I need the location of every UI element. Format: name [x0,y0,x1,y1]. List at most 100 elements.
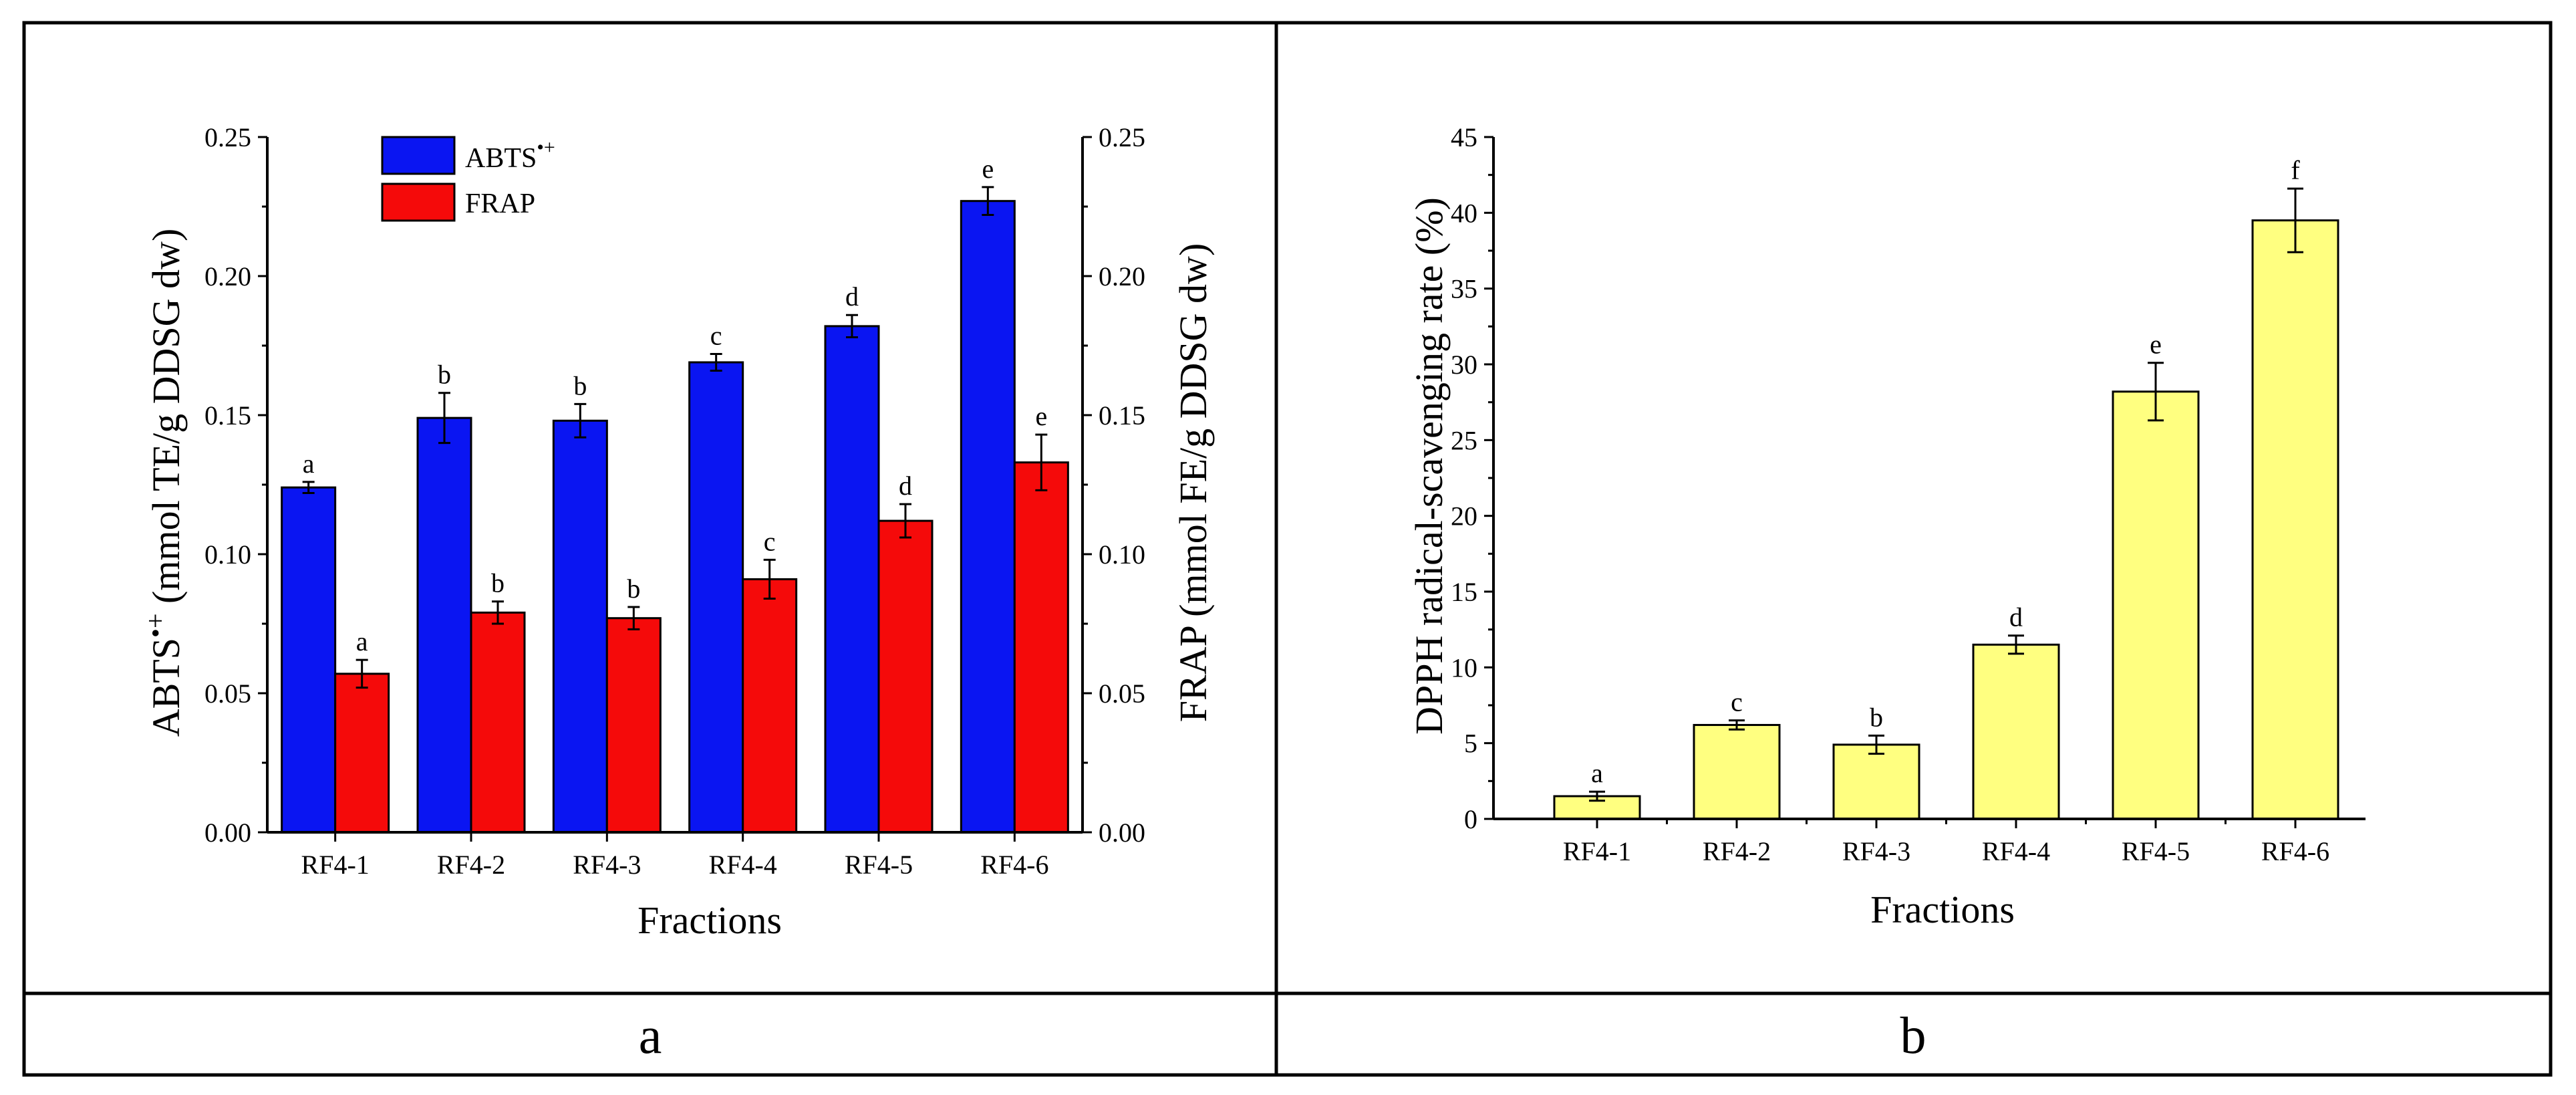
y-tick-label-right-a: 0.15 [1099,400,1145,431]
sig-letter-abts-rf4-1: a [303,449,315,479]
bar-abts-rf4-2 [416,416,472,834]
chart-a-y-right-title: FRAP (mmol FE/g DDSG dw) [1171,243,1215,723]
x-tick-label-b-rf4-4: RF4-4 [1982,836,2050,866]
error-bar-frap-rf4-4 [763,558,776,600]
sig-letter-frap-rf4-5: d [899,471,912,501]
sig-letter-dpph-rf4-4: d [2009,602,2023,632]
y-tick-label-b: 15 [1451,577,1477,607]
y-tick-label-left-a: 0.15 [204,400,251,431]
x-tick-label-a-rf4-1: RF4-1 [301,850,370,880]
bar-abts-rf4-5 [824,325,880,834]
sig-letter-dpph-rf4-6: f [2291,155,2300,185]
error-bar-dpph-rf4-5 [2148,362,2164,422]
bar-abts-rf4-1 [281,486,337,834]
x-tick-label-a-rf4-4: RF4-4 [709,850,777,880]
error-bar-frap-rf4-5 [899,503,911,539]
y-tick-label-b: 25 [1451,425,1477,455]
y-tick-label-b: 30 [1451,350,1477,380]
bar-dpph-rf4-3 [1832,743,1920,820]
y-tick-label-b: 35 [1451,274,1477,304]
error-bar-abts-rf4-1 [302,481,315,494]
y-tick-label-b: 40 [1451,198,1477,228]
y-tick-label-right-a: 0.20 [1099,261,1145,291]
error-bar-abts-rf4-4 [710,352,722,372]
legend-swatch-frap [381,182,456,222]
bar-frap-rf4-6 [1013,461,1069,834]
y-tick-label-left-a: 0.00 [204,818,251,848]
y-tick-label-left-a: 0.05 [204,679,251,709]
error-bar-frap-rf4-6 [1035,433,1048,491]
error-bar-dpph-rf4-1 [1589,790,1605,802]
bar-frap-rf4-4 [742,578,798,834]
y-tick-label-b: 20 [1451,501,1477,531]
error-bar-abts-rf4-2 [438,392,450,445]
sig-letter-abts-rf4-3: b [573,370,587,400]
x-tick-label-a-rf4-3: RF4-3 [573,850,641,880]
sig-letter-abts-rf4-5: d [845,281,859,312]
bar-dpph-rf4-2 [1693,723,1781,820]
y-tick-label-b: 0 [1464,804,1477,834]
error-bar-abts-rf4-6 [982,186,994,216]
chart-a-legend: ABTS•+ FRAP [381,136,555,222]
y-tick-label-right-a: 0.10 [1099,539,1145,570]
chart-a: a a b b b b c c d d e e RF4-1 RF4-2 RF4-3 RF4-4 RF4-5 RF… [140,122,1215,942]
sig-letter-frap-rf4-3: b [627,574,640,604]
bar-abts-rf4-3 [552,419,608,834]
x-tick-label-a-rf4-5: RF4-5 [845,850,913,880]
y-tick-label-left-a: 0.10 [204,539,251,570]
error-bar-dpph-rf4-4 [2008,634,2024,655]
sig-letter-frap-rf4-6: e [1035,401,1047,431]
bar-frap-rf4-1 [334,673,390,834]
error-bar-frap-rf4-2 [492,600,504,625]
x-tick-label-a-rf4-6: RF4-6 [980,850,1048,880]
chart-b-x-title: Fractions [1870,888,2015,931]
y-tick-label-right-a: 0.05 [1099,679,1145,709]
error-bar-dpph-rf4-2 [1729,719,1745,731]
sig-letter-abts-rf4-6: e [982,154,994,184]
chart-b: a c b d e f RF4-1 RF4-2 RF4-3 RF4-4 RF4-5 RF4-6 0 5 1… [1407,122,2366,931]
chart-a-y-left-title: ABTS•+ (mmol TE/g DDSG dw) [140,229,188,737]
y-tick-label-b: 45 [1451,122,1477,152]
bar-frap-rf4-3 [605,617,662,834]
y-tick-label-left-a: 0.25 [204,122,251,152]
sig-letter-dpph-rf4-1: a [1591,758,1603,788]
chart-b-y-title: DPPH radical-scavenging rate (%) [1407,197,1451,735]
error-bar-frap-rf4-1 [355,658,368,689]
legend-label-frap: FRAP [465,189,535,219]
y-tick-label-b: 10 [1451,652,1477,683]
x-tick-label-b-rf4-1: RF4-1 [1563,836,1631,866]
bar-dpph-rf4-4 [1972,643,2060,820]
sig-letter-frap-rf4-4: c [764,526,776,556]
bar-abts-rf4-6 [960,200,1016,834]
error-bar-dpph-rf4-3 [1868,734,1884,755]
sig-letter-dpph-rf4-2: c [1731,687,1743,717]
y-tick-label-right-a: 0.00 [1099,818,1145,848]
legend-label-abts: ABTS•+ [465,136,555,174]
sig-letter-dpph-rf4-5: e [2150,330,2162,360]
y-tick-label-right-a: 0.25 [1099,122,1145,152]
x-tick-label-b-rf4-6: RF4-6 [2261,836,2329,866]
y-tick-label-b: 5 [1464,729,1477,759]
error-bar-abts-rf4-5 [846,314,858,339]
error-bar-abts-rf4-3 [574,402,587,439]
bar-frap-rf4-5 [877,519,934,834]
legend-swatch-abts [381,136,456,175]
bar-abts-rf4-4 [688,361,744,834]
x-tick-label-a-rf4-2: RF4-2 [437,850,505,880]
sig-letter-frap-rf4-2: b [491,568,505,598]
panel-label-b: b [1900,1006,1926,1064]
sig-letter-dpph-rf4-3: b [1870,702,1883,732]
x-tick-label-b-rf4-2: RF4-2 [1703,836,1771,866]
bar-dpph-rf4-5 [2112,390,2200,820]
sig-letter-abts-rf4-4: c [710,320,722,350]
y-tick-label-left-a: 0.20 [204,261,251,291]
sig-letter-frap-rf4-1: a [356,626,368,656]
error-bar-frap-rf4-3 [627,606,640,630]
x-tick-label-b-rf4-5: RF4-5 [2122,836,2190,866]
chart-a-x-title: Fractions [637,898,782,942]
panel-label-a: a [639,1006,662,1064]
error-bar-dpph-rf4-6 [2287,187,2303,253]
x-tick-label-b-rf4-3: RF4-3 [1842,836,1910,866]
bar-dpph-rf4-6 [2251,219,2339,820]
